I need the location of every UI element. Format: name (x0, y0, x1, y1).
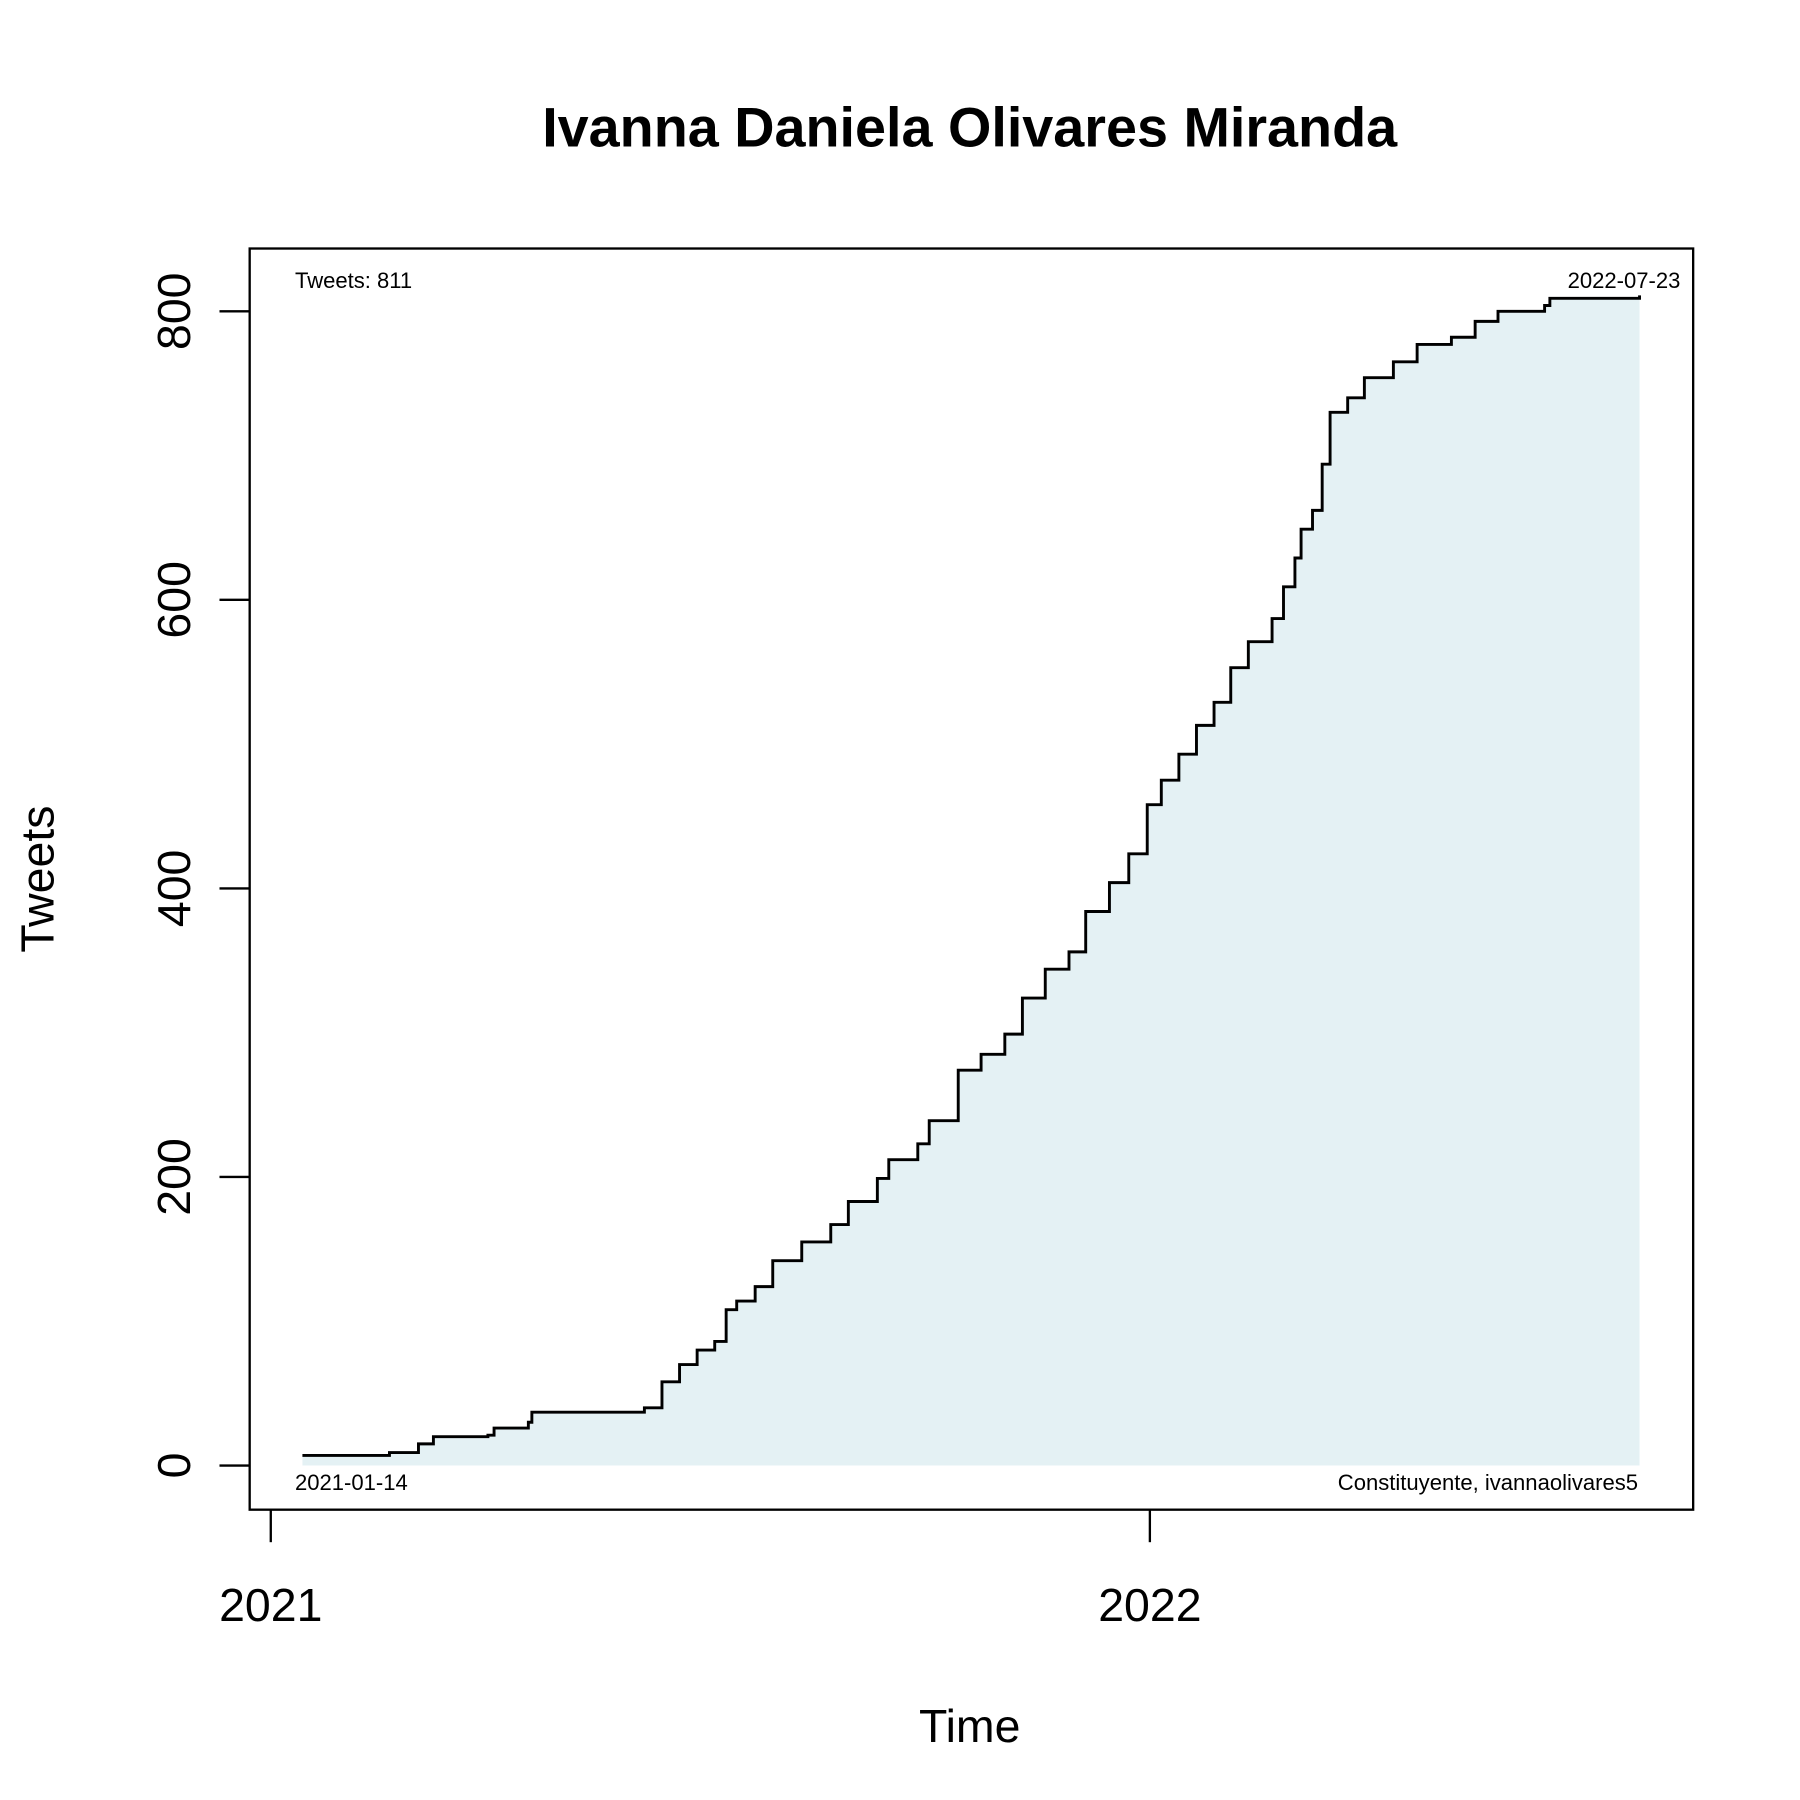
area-fill (302, 295, 1640, 1466)
plot-frame (248, 247, 1695, 1511)
y-tick-label: 0 (148, 1453, 200, 1479)
y-tick-label: 600 (148, 561, 200, 638)
y-axis-label: Tweets (11, 806, 63, 953)
y-tick-label: 400 (148, 850, 200, 927)
annotation: Constituyente, ivannaolivares5 (1338, 1470, 1638, 1495)
annotation: 2022-07-23 (1568, 268, 1681, 293)
y-tick-label: 800 (148, 273, 200, 350)
x-tick-label: 2021 (219, 1579, 322, 1631)
line (302, 295, 1641, 1457)
x-axis-label: Time (919, 1700, 1020, 1752)
annotation: 2021-01-14 (295, 1470, 408, 1495)
y-tick-label: 200 (148, 1138, 200, 1215)
x-tick-label: 2022 (1098, 1579, 1201, 1631)
chart-title: Ivanna Daniela Olivares Miranda (542, 96, 1398, 158)
annotation: Tweets: 811 (295, 268, 412, 293)
